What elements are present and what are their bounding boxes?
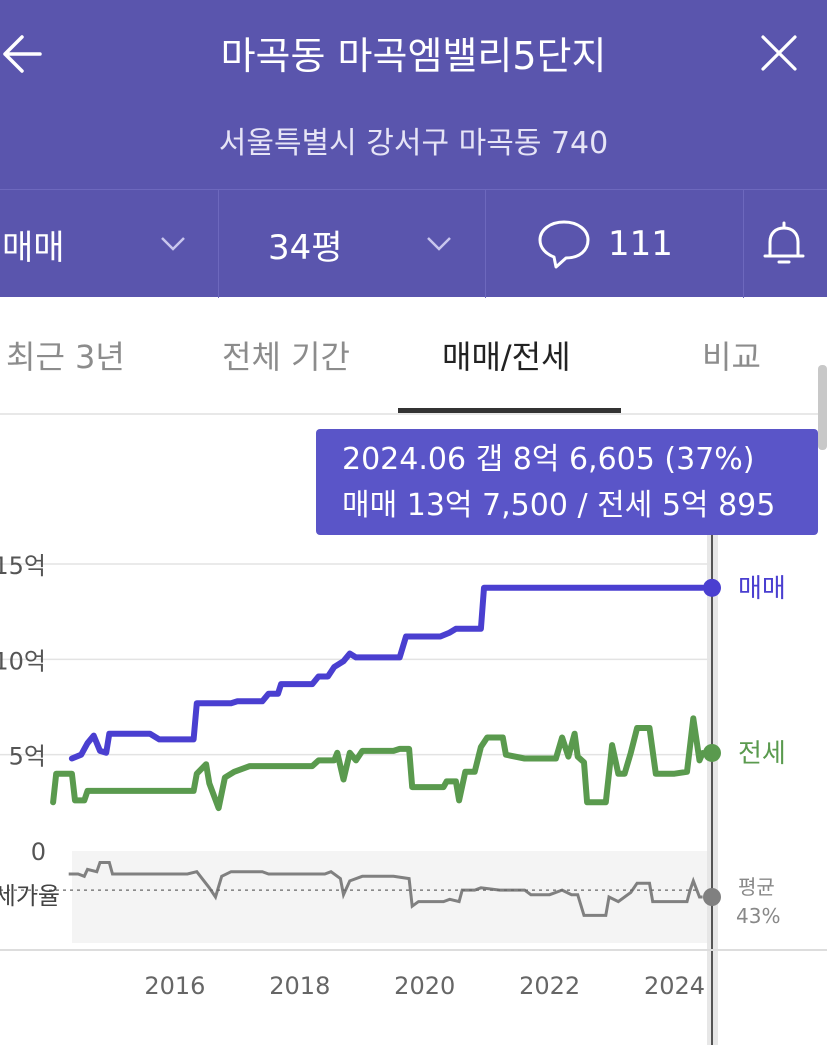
app-header: 마곡동 마곡엠밸리5단지 서울특별시 강서구 마곡동 740 매매 34평 11… bbox=[0, 0, 827, 298]
ratio-label: 전세가율 bbox=[0, 882, 60, 910]
trade-type-select[interactable]: 매매 bbox=[2, 190, 65, 298]
average-label: 평균 bbox=[738, 875, 775, 899]
x-tick-label: 2024 bbox=[644, 972, 705, 1000]
ratio-panel-bg bbox=[72, 851, 712, 943]
period-tabs: 최근 3년 전체 기간 매매/전세 비교 bbox=[0, 297, 827, 415]
bell-icon bbox=[763, 221, 805, 264]
y-tick-label: 5억 bbox=[9, 743, 46, 771]
arrow-left-icon bbox=[3, 35, 42, 73]
close-button[interactable] bbox=[756, 30, 802, 76]
back-button[interactable] bbox=[0, 28, 48, 80]
price-chart[interactable]: 15억 10억 5억 0 2016 2018 2020 2022 2024 전세가율 평균 4… bbox=[0, 415, 827, 1045]
active-tab-indicator bbox=[398, 408, 621, 413]
tab-all-period[interactable]: 전체 기간 bbox=[222, 338, 350, 376]
filter-toolbar: 매매 34평 111 bbox=[0, 189, 827, 298]
toolbar-divider bbox=[743, 190, 744, 298]
tooltip-line-2: 매매 13억 7,500 / 전세 5억 895 bbox=[342, 488, 776, 523]
tooltip-line-1: 2024.06 갭 8억 6,605 (37%) bbox=[342, 442, 755, 477]
series-line-trade bbox=[68, 584, 706, 762]
x-tick-label: 2020 bbox=[394, 972, 455, 1000]
legend-jeonse: 전세 bbox=[738, 739, 786, 769]
series-line-jeonse bbox=[50, 715, 706, 812]
comment-count: 111 bbox=[608, 224, 673, 264]
x-tick-label: 2016 bbox=[144, 972, 205, 1000]
tab-compare[interactable]: 비교 bbox=[702, 338, 761, 376]
trade-type-label: 매매 bbox=[2, 227, 65, 268]
average-value: 43% bbox=[736, 904, 780, 928]
address-text: 서울특별시 강서구 마곡동 740 bbox=[218, 126, 609, 161]
x-tick-label: 2022 bbox=[519, 972, 580, 1000]
scrollbar-thumb[interactable] bbox=[818, 365, 827, 450]
tab-recent-3y[interactable]: 최근 3년 bbox=[6, 338, 125, 376]
chevron-down-icon bbox=[161, 237, 185, 251]
series-end-dot-jeonse bbox=[703, 743, 721, 762]
close-icon bbox=[761, 35, 797, 71]
comments-button[interactable]: 111 bbox=[536, 190, 673, 298]
chart-tooltip: 2024.06 갭 8억 6,605 (37%) 매매 13억 7,500 / … bbox=[316, 429, 818, 535]
size-label: 34평 bbox=[268, 227, 343, 268]
chevron-down-icon bbox=[427, 237, 451, 251]
legend-trade: 매매 bbox=[738, 574, 786, 604]
y-tick-label: 10억 bbox=[0, 647, 46, 675]
alert-button[interactable] bbox=[760, 190, 808, 298]
toolbar-divider bbox=[218, 190, 219, 298]
ratio-line bbox=[68, 861, 703, 917]
page-title: 마곡동 마곡엠밸리5단지 bbox=[220, 34, 607, 78]
speech-bubble-icon bbox=[538, 220, 590, 269]
size-select[interactable]: 34평 bbox=[268, 190, 343, 298]
ratio-end-dot bbox=[703, 888, 721, 906]
y-tick-label: 0 bbox=[31, 838, 46, 866]
tab-trade-jeonse[interactable]: 매매/전세 bbox=[442, 338, 571, 376]
series-end-dot-trade bbox=[703, 578, 721, 597]
y-tick-label: 15억 bbox=[0, 552, 46, 580]
toolbar-divider bbox=[485, 190, 486, 298]
x-tick-label: 2018 bbox=[269, 972, 330, 1000]
